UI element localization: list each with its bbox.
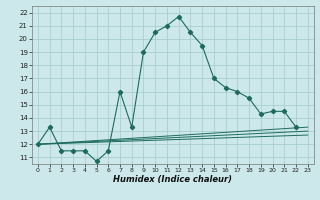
X-axis label: Humidex (Indice chaleur): Humidex (Indice chaleur) [113, 175, 232, 184]
